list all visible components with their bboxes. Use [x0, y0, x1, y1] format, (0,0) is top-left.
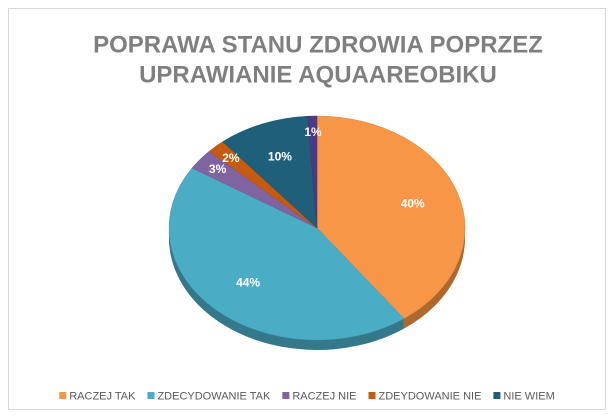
data-label: 2%	[222, 151, 240, 165]
chart-title: UPRAWIANIE AQUAAREOBIKU	[139, 61, 497, 88]
legend: RACZEJ TAK ZDECYDOWANIE TAK RACZEJ NIE ZDEY…	[59, 390, 555, 402]
slice	[168, 167, 405, 341]
legend-label: ZDECYDOWANIE TAK	[157, 390, 271, 402]
legend-label: NIE WIEM	[503, 390, 554, 402]
legend-swatch	[59, 392, 67, 399]
slice	[307, 115, 318, 229]
legend-label: RACZEJ TAK	[69, 390, 136, 402]
slice	[222, 115, 318, 229]
legend-swatch	[493, 392, 501, 399]
data-label: 3%	[209, 162, 227, 176]
legend-label: RACZEJ NIE	[292, 390, 356, 402]
chart-title: POPRAWA STANU ZDROWIA POPRZEZ	[93, 31, 543, 58]
data-label: 40%	[401, 197, 425, 211]
legend-swatch	[368, 392, 376, 399]
data-label: 10%	[268, 149, 292, 163]
legend-swatch	[147, 392, 155, 399]
data-label: 44%	[236, 276, 260, 290]
data-label: 1%	[304, 125, 322, 139]
legend-label: ZDEYDOWANIE NIE	[379, 390, 482, 402]
legend-swatch	[282, 392, 290, 399]
slice	[316, 115, 466, 319]
